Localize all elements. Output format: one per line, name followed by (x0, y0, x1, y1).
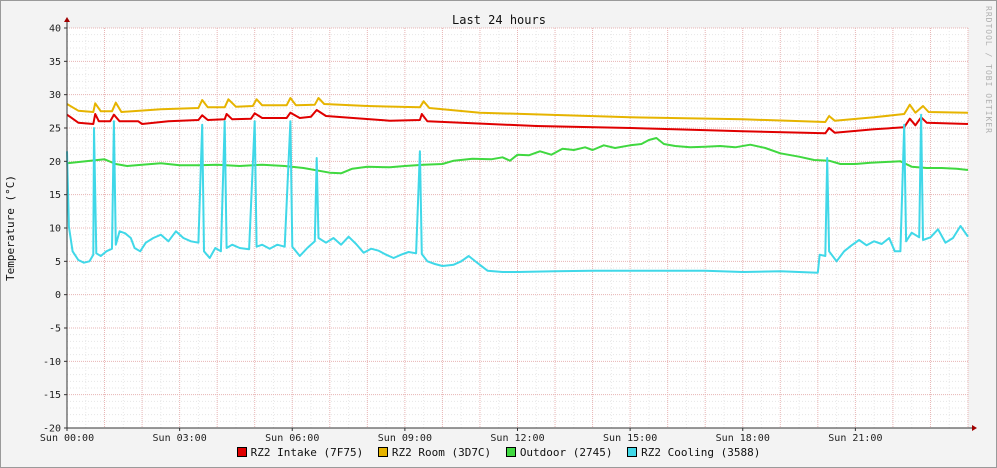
y-tick-label: 20 (49, 157, 61, 168)
y-tick-label: 30 (49, 90, 61, 101)
x-tick-label: Sun 06:00 (265, 433, 319, 444)
x-tick-label: Sun 18:00 (716, 433, 770, 444)
legend-label: RZ2 Room (3D7C) (391, 446, 492, 459)
series-line (66, 137, 969, 175)
legend-item: RZ2 Intake (7F75) (236, 446, 364, 459)
x-tick-label: Sun 12:00 (490, 433, 544, 444)
series-lines (66, 97, 969, 274)
y-tick-label: 25 (49, 124, 61, 135)
axes (64, 17, 977, 431)
series-line (66, 109, 969, 135)
legend: RZ2 Intake (7F75) RZ2 Room (3D7C) Outdoo… (0, 446, 997, 459)
y-tick-label: 40 (49, 24, 61, 35)
y-tick-label: -10 (43, 357, 61, 368)
legend-label: RZ2 Cooling (3588) (641, 446, 761, 459)
x-tick-label: Sun 15:00 (603, 433, 657, 444)
legend-swatch (377, 447, 388, 457)
y-tick-label: 15 (49, 190, 61, 201)
y-tick-label: -5 (49, 324, 61, 335)
y-axis-arrow (64, 17, 70, 22)
legend-swatch (627, 447, 638, 457)
x-tick-label: Sun 03:00 (153, 433, 207, 444)
legend-item: RZ2 Cooling (3588) (627, 446, 760, 459)
y-tick-label: 0 (55, 290, 61, 301)
chart-title: Last 24 hours (452, 13, 546, 27)
watermark: RRDTOOL / TOBI OETIKER (984, 6, 993, 134)
y-tick-label: 10 (49, 224, 61, 235)
legend-swatch (505, 447, 516, 457)
x-tick-labels: Sun 00:00 Sun 03:00 Sun 06:00 Sun 09:00 Sun … (40, 428, 882, 444)
legend-label: RZ2 Intake (7F75) (250, 446, 364, 459)
y-axis-label: Temperature (°C) (4, 175, 17, 281)
legend-item: RZ2 Room (3D7C) (377, 446, 492, 459)
y-tick-label: 35 (49, 57, 61, 68)
series-line (66, 97, 969, 123)
y-tick-label: -20 (43, 424, 61, 435)
y-tick-label: -15 (43, 390, 61, 401)
y-tick-labels: 40 35 30 25 20 15 10 5 0 -5 -10 -15 -20 (43, 24, 67, 435)
series-line (66, 113, 969, 274)
x-tick-label: Sun 09:00 (378, 433, 432, 444)
y-tick-label: 5 (55, 257, 61, 268)
x-axis-arrow (972, 425, 977, 431)
legend-item: Outdoor (2745) (505, 446, 613, 459)
x-tick-label: Sun 21:00 (828, 433, 882, 444)
x-tick-label: Sun 00:00 (40, 433, 94, 444)
legend-swatch (236, 447, 247, 457)
legend-label: Outdoor (2745) (519, 446, 613, 459)
